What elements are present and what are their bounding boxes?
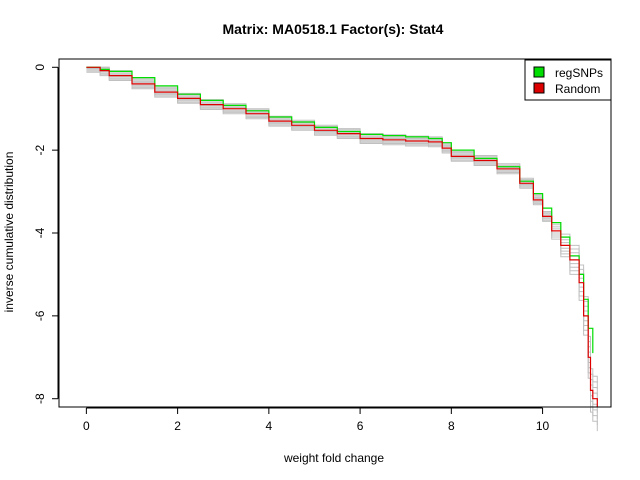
background-series-line: [86, 66, 598, 395]
legend: regSNPs Random: [524, 59, 612, 101]
background-series-line: [86, 66, 598, 401]
background-series-line: [86, 66, 598, 389]
x-tick-label: 0: [83, 419, 90, 433]
y-tick-label: -4: [33, 227, 47, 238]
series-lines: [86, 66, 598, 407]
plot-border: [58, 58, 612, 408]
background-series-line: [86, 71, 598, 432]
background-series-line: [86, 68, 598, 413]
legend-swatch-regsnps: [533, 66, 545, 78]
legend-swatch-random: [533, 82, 545, 94]
chart-title: Matrix: MA0518.1 Factor(s): Stat4: [223, 21, 444, 37]
x-tick-label: 4: [266, 419, 273, 433]
series-line-random: [86, 66, 598, 407]
x-axis: 0 2 4 6 8 10: [83, 407, 550, 433]
x-tick-label: 10: [536, 419, 550, 433]
y-tick-label: -6: [33, 310, 47, 321]
y-tick-label: -8: [33, 393, 47, 404]
y-tick-label: -2: [33, 144, 47, 155]
x-tick-label: 2: [174, 419, 181, 433]
random-background-series: [86, 66, 598, 432]
series-line-regsnps: [86, 66, 594, 354]
legend-label-random: Random: [555, 82, 600, 96]
y-axis: 0 -2 -4 -6 -8: [33, 64, 59, 404]
background-series-line: [86, 69, 598, 419]
y-tick-label: 0: [33, 64, 47, 71]
x-axis-label: weight fold change: [283, 451, 384, 465]
background-series-line: [86, 66, 598, 383]
legend-label-regsnps: regSNPs: [555, 66, 603, 80]
x-tick-label: 8: [448, 419, 455, 433]
x-tick-label: 6: [357, 419, 364, 433]
background-series-line: [86, 70, 598, 425]
y-axis-label: inverse cumulative distribution: [2, 152, 16, 313]
